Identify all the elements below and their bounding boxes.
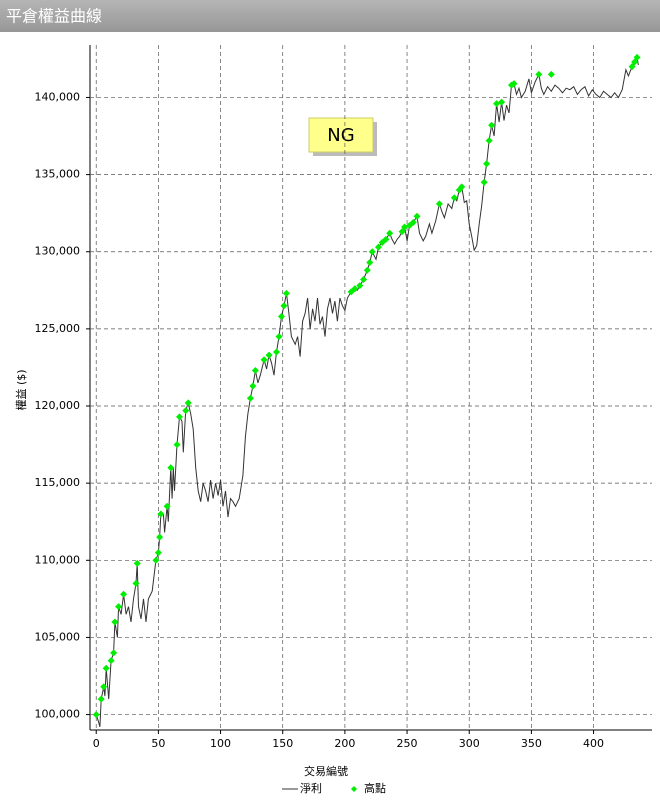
high-point (631, 58, 639, 66)
high-point (398, 228, 406, 236)
high-point (363, 266, 371, 274)
high-point (480, 178, 488, 186)
high-point (485, 137, 493, 145)
high-point (628, 63, 636, 71)
high-point (111, 618, 119, 626)
y-axis-label: 權益 ($) (14, 369, 28, 410)
high-point (100, 683, 108, 691)
high-point (97, 695, 105, 703)
legend-label: 淨利 (300, 782, 322, 795)
high-point (547, 70, 555, 78)
chart-title: 平倉權益曲線 (6, 7, 102, 26)
high-point (184, 399, 192, 407)
high-point (265, 351, 273, 359)
high-point (154, 549, 162, 557)
high-point (351, 285, 359, 293)
y-tick-label: 135,000 (35, 168, 81, 181)
high-point (498, 98, 506, 106)
x-tick-label: 200 (334, 737, 355, 750)
high-point (249, 382, 257, 390)
high-point (450, 194, 458, 202)
high-point (488, 121, 496, 129)
high-point (280, 302, 288, 310)
high-point (176, 413, 184, 421)
x-tick-label: 250 (397, 737, 418, 750)
x-tick-label: 100 (210, 737, 231, 750)
high-point (277, 313, 285, 321)
high-point (275, 333, 283, 341)
high-point (458, 183, 466, 191)
high-point (535, 70, 543, 78)
high-point (360, 276, 368, 284)
x-tick-label: 50 (151, 737, 165, 750)
x-tick-label: 0 (93, 737, 100, 750)
high-point (374, 243, 382, 251)
high-point (163, 502, 171, 510)
high-point (409, 218, 417, 226)
y-tick-label: 105,000 (35, 630, 81, 643)
high-point (132, 579, 140, 587)
high-point (356, 282, 364, 290)
high-point (260, 356, 268, 364)
legend-swatch (351, 786, 357, 792)
high-point (156, 533, 164, 541)
equity-line (95, 55, 639, 728)
y-tick-label: 140,000 (35, 90, 81, 103)
high-point (182, 407, 190, 415)
high-point (251, 367, 259, 375)
high-point (167, 464, 175, 472)
high-point (133, 559, 141, 567)
high-point (483, 160, 491, 168)
high-point (366, 259, 374, 267)
y-tick-label: 100,000 (35, 708, 81, 721)
high-point (633, 53, 641, 61)
x-tick-label: 400 (583, 737, 604, 750)
high-point (107, 657, 115, 665)
high-point (92, 711, 100, 719)
high-point (102, 664, 110, 672)
x-axis-label: 交易編號 (304, 764, 348, 778)
high-point (413, 212, 421, 220)
x-tick-label: 350 (521, 737, 542, 750)
annotation-box (308, 117, 374, 153)
high-point (382, 235, 390, 243)
high-point (246, 394, 254, 402)
high-point (115, 603, 123, 611)
y-tick-label: 115,000 (35, 476, 81, 489)
high-point (510, 80, 518, 88)
high-point (110, 649, 118, 657)
y-tick-label: 110,000 (35, 553, 81, 566)
high-point (173, 441, 181, 449)
legend-label: 高點 (364, 781, 386, 795)
high-point (282, 289, 290, 297)
high-point (120, 590, 128, 598)
high-point (273, 348, 281, 356)
x-tick-label: 150 (272, 737, 293, 750)
x-tick-label: 300 (459, 737, 480, 750)
high-point (386, 229, 394, 237)
high-point (152, 556, 160, 564)
high-point (157, 510, 165, 518)
y-tick-label: 120,000 (35, 399, 81, 412)
high-point (435, 200, 443, 208)
y-tick-label: 130,000 (35, 245, 81, 258)
high-point (368, 248, 376, 256)
y-tick-label: 125,000 (35, 322, 81, 335)
annotation: NG (327, 125, 354, 146)
title-bar (0, 0, 660, 32)
